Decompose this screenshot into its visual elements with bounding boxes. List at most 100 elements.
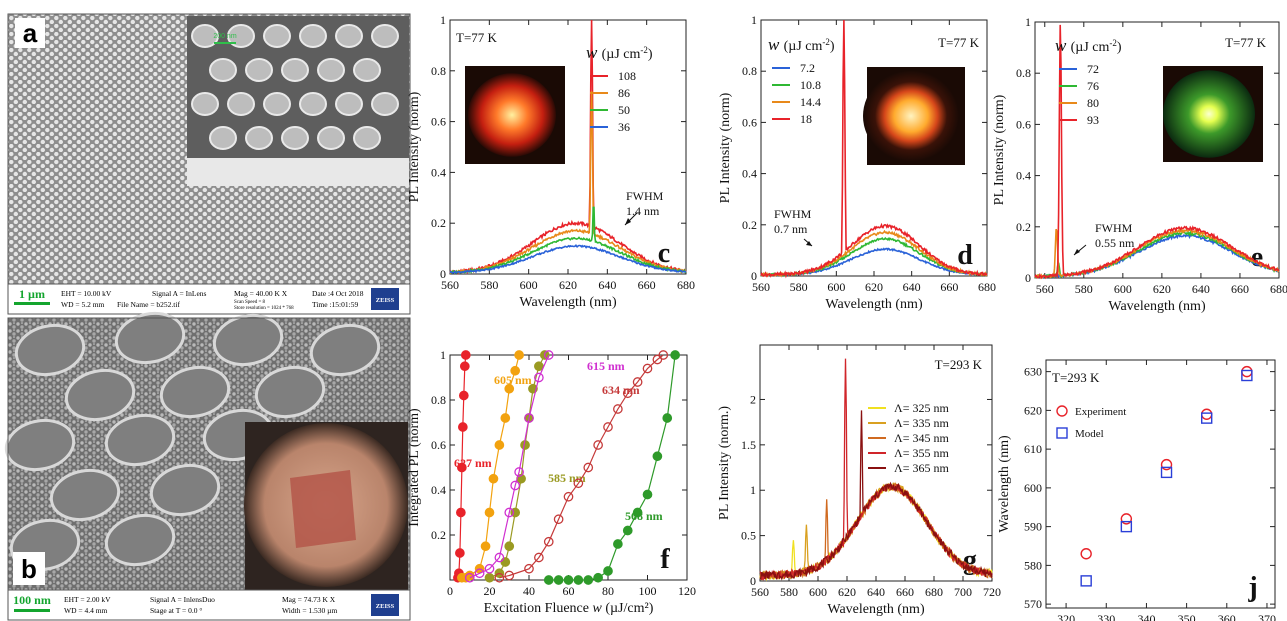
data-point-f: [494, 572, 505, 583]
series-label-f: 615 nm: [587, 359, 625, 373]
zeiss-logo-b: [371, 594, 399, 616]
inset-hole: [371, 92, 399, 116]
series-label-f: 568 nm: [625, 509, 663, 523]
legend-label-g: Λ= 365 nm: [894, 461, 949, 475]
panel-letter-j: j: [1247, 572, 1257, 603]
scale-bar-label-b: 100 nm: [13, 593, 51, 607]
legend-label-c: 36: [618, 120, 630, 134]
plot-frame-g: [759, 344, 993, 582]
y-tick-label-g: 0: [750, 574, 756, 588]
temperature-label-g: T=293 K: [935, 357, 983, 372]
x-tick-label-j: 360: [1218, 612, 1236, 621]
x-tick-label-g: 600: [809, 585, 827, 599]
data-point-f: [670, 350, 681, 360]
chart-j: 320330340350360370570580590600610620630A…: [997, 359, 1276, 621]
inset-scale-label: 200 nm: [213, 33, 237, 40]
x-tick-label-g: 560: [751, 585, 769, 599]
data-point-f: [514, 350, 524, 360]
series-line-d-18: [760, 19, 988, 279]
time-a: Time :15:01:59: [312, 300, 358, 309]
data-point-f: [543, 350, 554, 360]
data-point-f: [504, 383, 515, 394]
data-point-f: [524, 563, 534, 574]
data-point-j-model: [1120, 520, 1133, 533]
data-point-j-model: [1241, 369, 1253, 382]
x-tick-label-c: 580: [480, 278, 498, 292]
date-a: Date :4 Oct 2018: [312, 289, 364, 298]
data-point-f: [500, 557, 511, 567]
data-point-f: [534, 361, 544, 372]
series-line-e-93: [1034, 24, 1280, 280]
data-point-f: [464, 572, 475, 583]
y-tick-label-c: 1: [440, 13, 446, 27]
y-tick-label-e: 0.8: [1016, 66, 1031, 80]
series-line-g-Λ= 365 nm: [759, 410, 993, 581]
data-point-f: [534, 372, 544, 383]
x-tick-label-j: 350: [1178, 612, 1196, 621]
data-point-f: [456, 462, 467, 473]
legend-label-j: Model: [1075, 428, 1104, 440]
legend-label-d: 10.8: [800, 78, 821, 92]
inset-hole: [209, 58, 237, 82]
width-b: Width = 1.530 µm: [282, 606, 337, 615]
panel-letter-d: d: [957, 240, 973, 271]
y-tick-label-f: 0.8: [431, 393, 446, 407]
data-point-f: [563, 575, 574, 585]
nanodisk: [159, 365, 231, 419]
x-tick-label-f: 0: [447, 584, 453, 598]
data-point-f: [504, 541, 515, 552]
x-tick-label-e: 600: [1114, 282, 1132, 296]
y-axis-label-e: PL Intensity (norm): [992, 94, 1007, 205]
resolution-a: Store resolution = 1024 * 768: [234, 306, 294, 311]
inset-hole: [191, 92, 219, 116]
x-axis-label-g: Wavelength (nm): [827, 602, 925, 617]
data-point-f: [642, 363, 653, 374]
inset-hole: [191, 24, 219, 48]
data-point-f: [603, 566, 613, 576]
zeiss-logo-text-a: ZEISS: [376, 297, 395, 304]
data-point-f: [488, 473, 499, 484]
data-point-f: [500, 413, 511, 423]
x-tick-label-g: 620: [838, 585, 856, 599]
fwhm-label-e: FWHM: [1095, 221, 1133, 235]
data-point-f: [494, 552, 505, 563]
data-point-f: [510, 480, 521, 491]
x-tick-label-d: 620: [865, 280, 883, 294]
x-tick-label-j: 370: [1258, 612, 1276, 621]
y-tick-label-e: 0.2: [1016, 220, 1031, 234]
data-point-f: [632, 507, 643, 518]
inset-hole: [281, 58, 309, 82]
x-tick-label-e: 560: [1036, 282, 1054, 296]
fwhm-label-c: FWHM: [626, 189, 664, 203]
legend-label-g: Λ= 335 nm: [894, 416, 949, 430]
data-point-j-experiment: [1120, 513, 1133, 525]
x-tick-label-c: 600: [520, 278, 538, 292]
y-tick-label-j: 590: [1024, 520, 1042, 534]
temperature-label-e: T=77 K: [1225, 35, 1267, 50]
stage-b: Stage at T = 0.0 °: [150, 606, 202, 615]
signal-a: Signal A = InLens: [152, 289, 207, 298]
sem-footer-b: 100 nm EHT = 2.00 kV WD = 4.4 mm Signal …: [13, 593, 399, 616]
data-point-f: [583, 462, 594, 473]
x-tick-label-f: 100: [639, 584, 657, 598]
sem-footer-a: 1 µm EHT = 10.00 kV WD = 5.2 mm Signal A…: [14, 287, 399, 311]
y-tick-label-d: 0.2: [742, 218, 757, 232]
y-tick-label-f: 0.6: [431, 438, 446, 452]
data-point-f: [460, 350, 471, 360]
sem-inset-zoom: 200 nm: [187, 16, 409, 186]
scan-a: Scan Speed = 8: [234, 300, 266, 305]
data-point-j-model: [1201, 412, 1213, 424]
inset-hole: [335, 92, 363, 116]
y-tick-label-j: 630: [1024, 365, 1042, 379]
y-tick-label-c: 0: [440, 267, 446, 281]
y-axis-label-g: PL Intensity (norm.): [717, 406, 732, 521]
data-point-j-model: [1160, 466, 1173, 479]
x-tick-label-e: 620: [1153, 282, 1171, 296]
x-tick-label-j: 320: [1057, 612, 1075, 621]
y-tick-label-c: 0.6: [431, 115, 446, 129]
data-point-f: [504, 570, 515, 581]
y-tick-label-g: 0.5: [741, 529, 756, 543]
panel-letter-c: c: [658, 238, 670, 269]
nanodisk: [104, 413, 176, 467]
